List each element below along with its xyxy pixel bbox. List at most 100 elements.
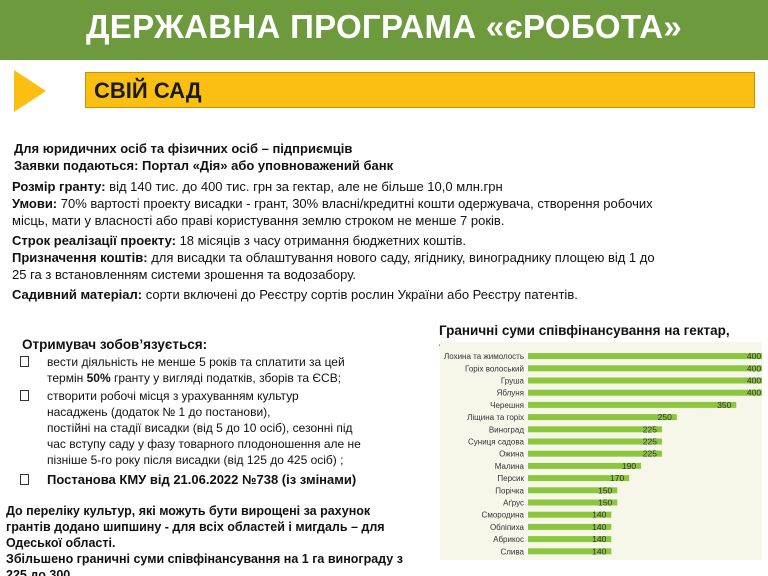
purpose-cont: 25 га з встановленням системи зрошення т… [12,267,357,282]
obligation-2-line-1: створити робочі місця з урахуванням куль… [47,389,299,403]
category-label: Аґрус [503,499,524,508]
material: Садивний матеріал: сорти включені до Реє… [12,286,578,303]
data-label: 140 [592,522,606,532]
category-label: Смородина [482,511,525,520]
data-label: 140 [592,559,606,561]
data-label: 250 [658,412,672,422]
obligation-1-percent: 50% [86,371,111,385]
resolution-ref: Постанова КМУ від 21.06.2022 №738 (із зм… [47,472,357,487]
category-label: Черешня [490,401,524,410]
title-bar: ДЕРЖАВНА ПРОГРАМА «єРОБОТА» [0,0,768,60]
conditions-text: 70% вартості проекту висадки - грант, 30… [57,196,653,211]
obligation-1-text-c: гранту у вигляді податків, зборів та ЄСВ… [110,371,342,385]
bar [528,536,612,543]
category-label: Абрикос [493,535,524,544]
bottom-line-4: Збільшено граничні суми співфінансування… [6,552,403,566]
category-label: Слива [500,547,524,556]
data-label: 400 [747,388,761,398]
bottom-line-5: 225 до 300 [6,568,71,576]
data-label: 150 [598,485,612,495]
bar [528,414,677,421]
bar [528,511,612,518]
obligations-title: Отримувач зобов’язується: [22,337,208,352]
data-label: 140 [592,510,606,520]
category-label: Персик [497,474,524,483]
material-text: сорти включені до Реєстру сортів рослин … [142,287,578,302]
page-title: ДЕРЖАВНА ПРОГРАМА «єРОБОТА» [85,8,683,45]
category-label: Яблуня [497,389,524,398]
obligation-2-line-5: пізніше 5-го року після висадки (від 125… [47,453,344,467]
grant-text: від 140 тис. до 400 тис. грн за гектар, … [105,179,503,194]
obligation-2-line-3: постійні на стадії висадки (від 5 до 10 … [47,421,353,435]
conditions-label: Умови: [12,196,58,211]
bar [528,487,618,494]
bar [528,548,612,555]
bar [528,389,762,396]
bullet-box-icon [20,356,29,367]
chart-area: Лохина та жимолость 400 Горіх волоський 400… [440,342,762,560]
bar [528,438,662,445]
obligation-2-line-4: час вступу саду у фазу товарного плодоно… [47,437,361,451]
bar [528,426,662,433]
bar [528,450,662,457]
category-label: Вишня [499,560,524,561]
category-label: Обліпиха [490,523,525,532]
bullet-box-icon [20,390,29,401]
subtitle: СВІЙ САД [94,78,202,103]
bar [528,523,612,530]
obligation-1-line-2: термін 50% гранту у вигляді податків, зб… [47,370,417,386]
category-label: Ожина [499,450,524,459]
conditions-cont: місць, мати у власності або праві корист… [12,213,505,228]
bar [528,353,762,360]
category-label: Ліщина та горіх [467,413,524,422]
data-label: 140 [592,534,606,544]
category-label: Порічка [495,486,524,495]
info-line-2: Заявки подаються: Портал «Дія» або уповн… [14,158,394,173]
data-label: 350 [717,400,731,410]
bar [528,365,762,372]
data-label: 140 [592,546,606,556]
term: Строк реалізації проекту: 18 місяців з ч… [12,232,466,249]
data-label: 150 [598,498,612,508]
data-label: 400 [747,376,761,386]
category-label: Лохина та жимолость [444,352,524,361]
purpose-text: для висадки та облаштування нового саду,… [147,250,655,265]
category-label: Виноград [489,425,524,434]
bar [528,377,762,384]
subtitle-box: СВІЙ САД [85,72,755,108]
data-label: 225 [643,424,657,434]
material-label: Садивний матеріал: [12,287,143,302]
bottom-line-1: До переліку культур, які можуть бути вир… [6,504,371,518]
bottom-note: До переліку культур, які можуть бути вир… [6,503,446,576]
category-label: Груша [501,377,525,386]
purpose: Призначення коштів: для висадки та облаш… [12,249,655,266]
conditions: Умови: 70% вартості проекту висадки - гр… [12,195,653,212]
bullet-box-icon [20,474,29,485]
bar [528,499,618,506]
obligation-1-text-a: термін [47,371,87,385]
term-text: 18 місяців з часу отримання бюджетних ко… [175,233,466,248]
info-line-1: Для юридичних осіб та фізичних осіб – пі… [14,141,353,156]
term-label: Строк реалізації проекту: [12,233,176,248]
purpose-label: Призначення коштів: [12,250,148,265]
play-arrow-icon [14,70,46,112]
data-label: 225 [643,449,657,459]
category-label: Горіх волоський [465,364,524,373]
data-label: 400 [747,363,761,373]
bottom-line-3: Одеської області. [6,536,116,550]
obligation-1-line-1: вести діяльність не менше 5 років та спл… [47,355,345,369]
grant-size: Розмір гранту: від 140 тис. до 400 тис. … [12,178,503,195]
data-label: 225 [643,437,657,447]
category-label: Суниця садова [468,438,525,447]
data-label: 190 [622,461,636,471]
data-label: 170 [610,473,624,483]
bottom-line-2: грантів додано шипшину - для всіх област… [6,520,385,534]
category-label: Малина [495,462,525,471]
bar-chart: Лохина та жимолость 400 Горіх волоський 400… [444,351,762,561]
bar [528,401,737,408]
bar [528,462,642,469]
obligation-2-line-2: насаджень (додаток № 1 до постанови), [47,405,271,419]
grant-label: Розмір гранту: [12,179,106,194]
data-label: 400 [747,351,761,361]
bar [528,475,630,482]
